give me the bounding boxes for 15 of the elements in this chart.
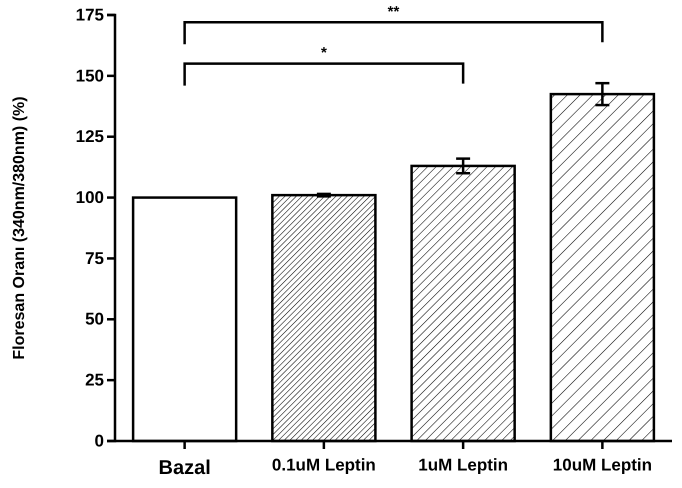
x-tick-label: 10uM Leptin xyxy=(552,456,652,475)
y-tick-label: 25 xyxy=(85,370,104,390)
y-tick-label: 175 xyxy=(76,5,104,24)
y-tick-label: 50 xyxy=(85,310,104,329)
annotation: * xyxy=(320,44,327,62)
y-tick-label: 150 xyxy=(76,66,104,86)
annotation: ** xyxy=(388,3,400,20)
y-tick-label: 100 xyxy=(76,188,104,208)
y-tick-label: 75 xyxy=(85,248,104,268)
x-tick-label: 0.1uM Leptin xyxy=(272,456,376,475)
x-tick-label: Bazal xyxy=(158,457,211,479)
y-axis-title: Floresan Oranı (340nm/380nm) (%) xyxy=(11,96,28,360)
x-tick-label: 1uM Leptin xyxy=(418,456,508,475)
y-tick-label: 0 xyxy=(94,431,104,450)
y-tick-label: 125 xyxy=(76,127,104,146)
